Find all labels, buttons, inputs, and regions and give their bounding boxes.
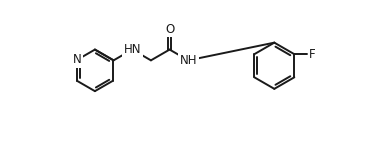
Text: HN: HN [124, 43, 141, 56]
Text: NH: NH [179, 54, 197, 67]
Text: F: F [309, 48, 315, 61]
Text: O: O [165, 23, 174, 36]
Text: N: N [73, 53, 81, 66]
